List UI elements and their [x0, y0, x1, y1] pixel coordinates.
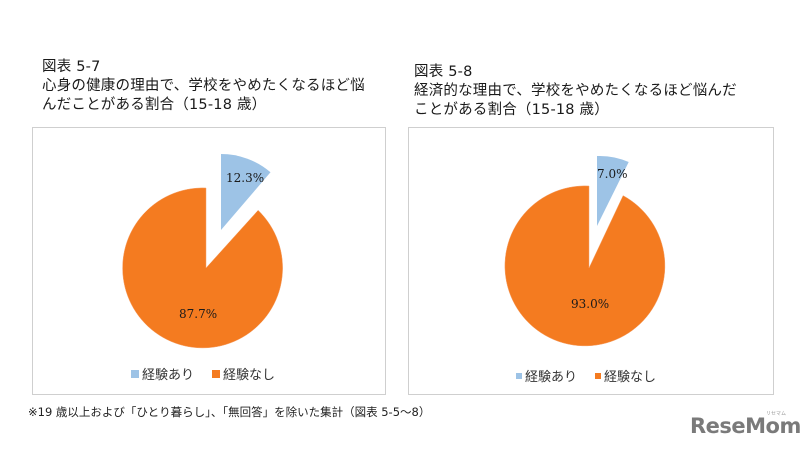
- pie-svg: 7.0% 93.0%: [504, 155, 666, 347]
- legend-item-experience: 経験あり: [131, 364, 194, 383]
- chart-title-5-8: 図表 5-8 経済的な理由で、学校をやめたくなるほど悩んだ ことがある割合（15…: [414, 63, 737, 120]
- pie-slice-experience[interactable]: [597, 155, 629, 226]
- legend-label: 経験なし: [604, 370, 657, 385]
- title-line-2: ことがある割合（15-18 歳）: [414, 102, 609, 118]
- title-line-1: 心身の健康の理由で、学校をやめたくなるほど悩: [42, 78, 365, 94]
- legend-swatch-orange: [212, 369, 221, 378]
- slice-label-experience: 12.3%: [226, 171, 264, 185]
- legend: 経験あり 経験なし: [516, 366, 656, 385]
- legend-label: 経験なし: [223, 368, 276, 383]
- figure-number: 図表 5-7: [42, 59, 101, 75]
- legend-item-no-experience: 経験なし: [212, 364, 275, 383]
- logo-subtext: リセマム: [766, 411, 787, 417]
- pie-slice-no-experience[interactable]: [504, 185, 666, 347]
- pie-slice-no-experience[interactable]: [122, 187, 283, 349]
- slice-label-experience: 7.0%: [597, 167, 628, 181]
- legend-item-no-experience: 経験なし: [595, 366, 656, 385]
- chart-title-5-7: 図表 5-7 心身の健康の理由で、学校をやめたくなるほど悩 んだことがある割合（…: [42, 58, 365, 115]
- footnote: ※19 歳以上および「ひとり暮らし」、「無回答」を除いた集計（図表 5-5～8）: [28, 405, 431, 419]
- slice-label-no-experience: 93.0%: [571, 297, 609, 311]
- title-line-1: 経済的な理由で、学校をやめたくなるほど悩んだ: [414, 83, 737, 99]
- pie-svg: 12.3% 87.7%: [122, 153, 283, 349]
- legend-swatch-blue: [131, 369, 139, 378]
- figure-number: 図表 5-8: [414, 64, 473, 80]
- legend-swatch-orange: [595, 372, 602, 379]
- pie-chart-5-8: 7.0% 93.0% 経験あり 経験なし: [408, 127, 774, 395]
- legend-label: 経験あり: [142, 368, 195, 383]
- legend-label: 経験あり: [525, 370, 578, 385]
- legend-item-experience: 経験あり: [516, 366, 577, 385]
- slice-label-no-experience: 87.7%: [179, 307, 217, 321]
- title-line-2: んだことがある割合（15-18 歳）: [42, 97, 267, 113]
- pie-chart-5-7: 12.3% 87.7% 経験あり 経験なし: [32, 127, 386, 395]
- legend: 経験あり 経験なし: [131, 364, 275, 383]
- pie-slice-experience[interactable]: [221, 153, 271, 230]
- resemom-logo: ReseMom: [690, 414, 800, 438]
- legend-swatch-blue: [516, 372, 522, 379]
